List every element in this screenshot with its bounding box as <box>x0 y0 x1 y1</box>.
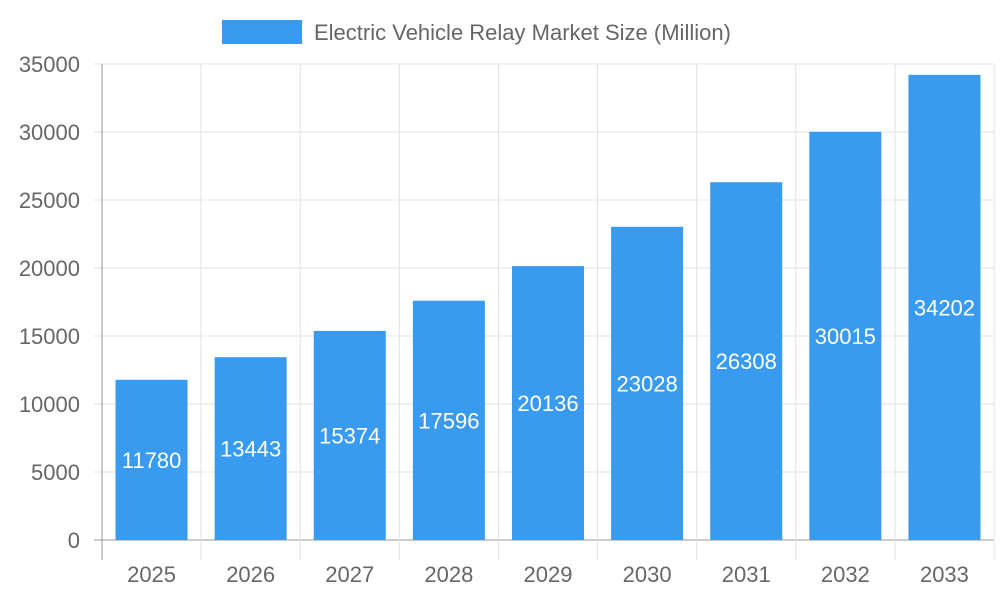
y-tick-label: 30000 <box>19 120 80 145</box>
bar <box>412 300 485 540</box>
bars: 11780 13443 15374 17596 20136 23028 26308 30015… <box>115 74 981 541</box>
data-label: 11780 <box>122 448 182 473</box>
x-tick-label: 2030 <box>623 562 672 587</box>
y-tick-label: 25000 <box>19 188 80 213</box>
x-tick-label: 2029 <box>524 562 573 587</box>
y-tick-label: 35000 <box>19 52 80 77</box>
bar <box>611 226 684 540</box>
x-tick-label: 2032 <box>821 562 870 587</box>
bar <box>512 266 584 540</box>
bar <box>710 182 783 541</box>
x-tick-label: 2025 <box>127 562 176 587</box>
data-label: 26308 <box>716 349 777 374</box>
bar <box>214 357 287 540</box>
y-tick-label: 20000 <box>19 256 80 281</box>
bar <box>313 330 386 540</box>
legend-swatch <box>222 20 302 44</box>
data-label: 34202 <box>914 295 975 320</box>
data-label: 17596 <box>418 408 479 433</box>
data-label: 23028 <box>617 371 678 396</box>
x-tick-label: 2033 <box>920 562 969 587</box>
axes: 0 5000 10000 15000 20000 25000 30000 35000 2025 2… <box>19 52 969 587</box>
bar <box>908 74 981 541</box>
x-tick-label: 2027 <box>325 562 374 587</box>
bar <box>809 131 882 540</box>
data-label: 13443 <box>220 437 281 462</box>
bar <box>115 379 188 540</box>
y-tick-label: 5000 <box>31 460 80 485</box>
y-tick-label: 0 <box>68 528 80 553</box>
y-tick-label: 15000 <box>19 324 80 349</box>
x-tick-label: 2031 <box>722 562 771 587</box>
data-label: 30015 <box>815 324 876 349</box>
x-tick-label: 2028 <box>424 562 473 587</box>
legend[interactable]: Electric Vehicle Relay Market Size (Mill… <box>222 20 731 45</box>
legend-label: Electric Vehicle Relay Market Size (Mill… <box>314 20 731 45</box>
x-tick-label: 2026 <box>226 562 275 587</box>
data-label: 15374 <box>319 423 380 448</box>
data-label: 20136 <box>517 391 578 416</box>
y-tick-label: 10000 <box>19 392 80 417</box>
